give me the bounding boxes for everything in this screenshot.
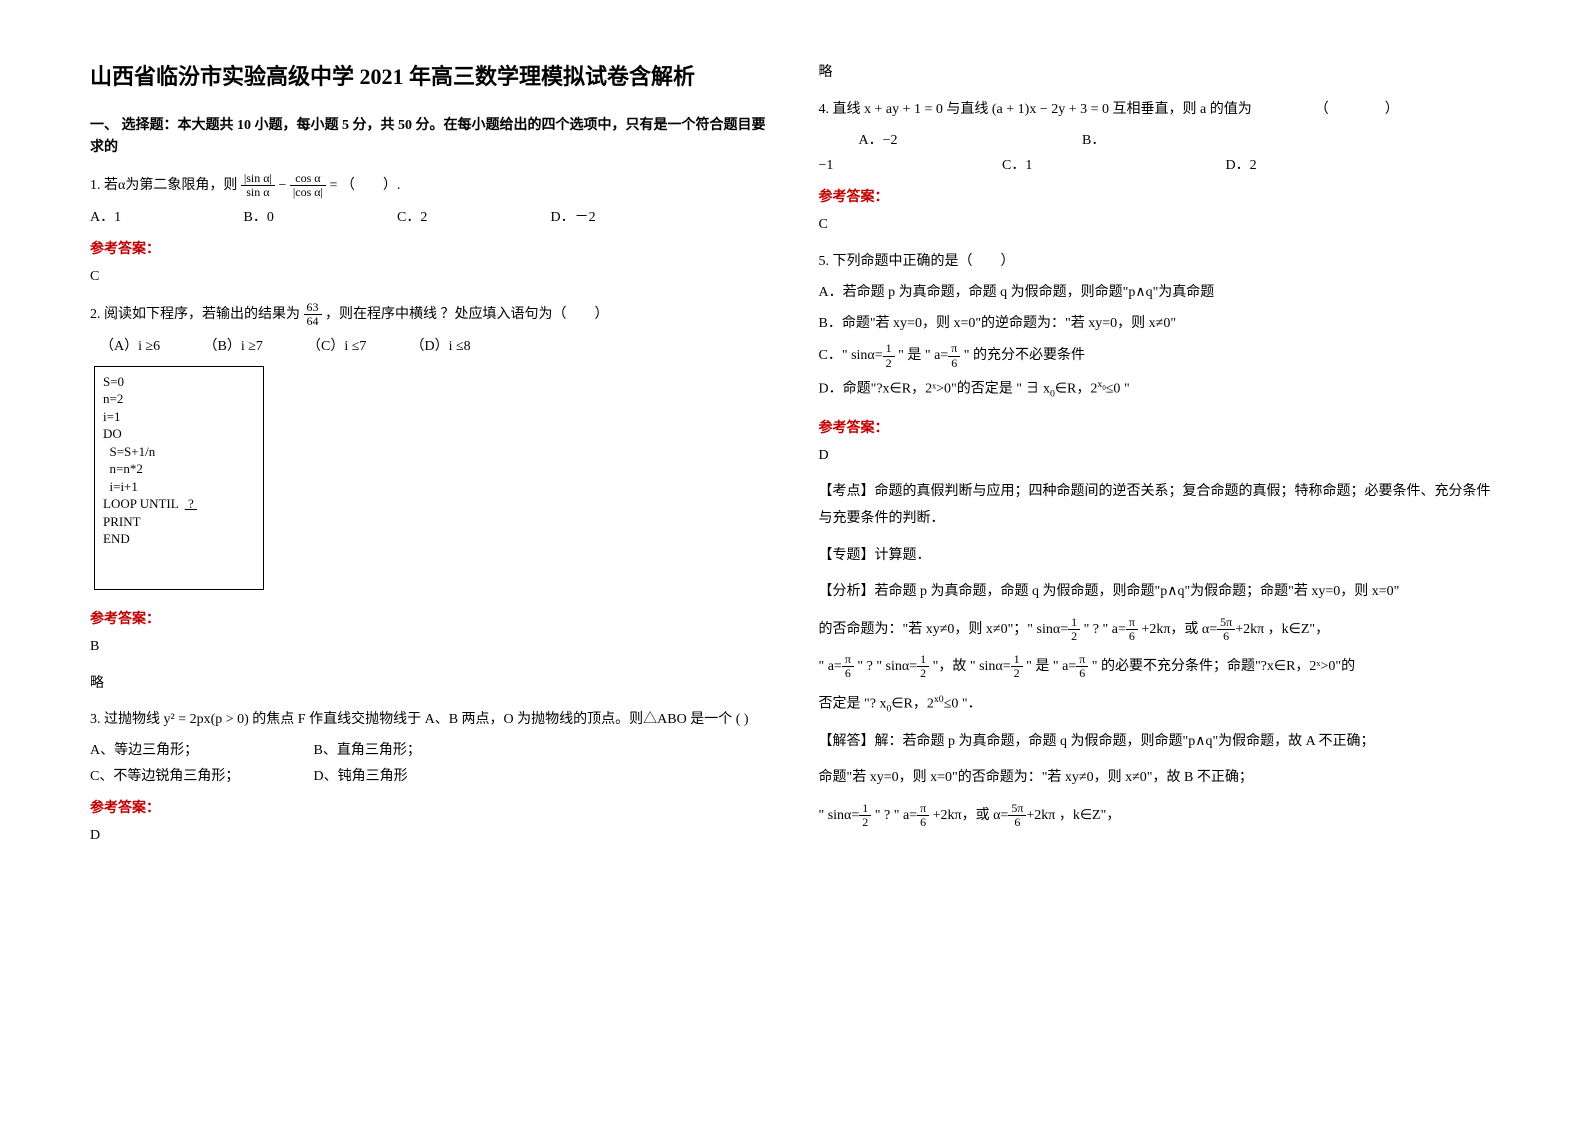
- section-1-heading: 一、 选择题：本大题共 10 小题，每小题 5 分，共 50 分。在每小题给出的…: [90, 115, 769, 160]
- q2-fraction: 6364: [304, 301, 322, 328]
- q5-fenxi-4: 否定是 "? x0∈R，2x0≤0 "．: [819, 691, 1498, 719]
- q4-answer: C: [819, 212, 1498, 239]
- right-column: 略 4. 直线 x + ay + 1 = 0 与直线 (a + 1)x − 2y…: [819, 60, 1498, 1082]
- q1-opt-d: D．－2: [551, 205, 701, 230]
- q4-opt-c: C．1: [1002, 153, 1222, 178]
- q3-opt-a: A、等边三角形；: [90, 738, 310, 763]
- q2-opt-c: （C）i ≤7: [307, 334, 407, 359]
- q1-stem: 1. 若α为第二象限角，则 |sin α|sin α − cos α|cos α…: [90, 172, 769, 199]
- q2-code-box: S=0 n=2 i=1 DO S=S+1/n n=n*2 i=i+1 LOOP …: [94, 366, 264, 591]
- q5-jieda-2: 命题"若 xy=0，则 x=0"的否命题为："若 xy≠0，则 x≠0"，故 B…: [819, 765, 1498, 792]
- q4-options-row2: −1 C．1 D．2: [819, 153, 1498, 178]
- q5-optc-mid: " 是 ": [898, 348, 930, 363]
- q5-opt-a: A．若命题 p 为真命题，命题 q 为假命题，则命题"p∧q"为真命题: [819, 280, 1498, 305]
- q5-optc-suffix: " 的充分不必要条件: [964, 348, 1085, 363]
- q4-options-row1: A．−2 B．: [859, 128, 1498, 153]
- q5-fenxi-1: 【分析】若命题 p 为真命题，命题 q 为假命题，则命题"p∧q"为假命题；命题…: [819, 579, 1498, 606]
- q5-opt-b: B．命题"若 xy=0，则 x=0"的逆命题为："若 xy=0，则 x≠0": [819, 311, 1498, 336]
- q1-stem-prefix: 1. 若α为第二象限角，则: [90, 178, 241, 193]
- q4-opt-b-label: B．: [1082, 128, 1232, 153]
- q1-answer: C: [90, 264, 769, 291]
- q4-opt-d: D．2: [1226, 153, 1376, 178]
- q3-answer: D: [90, 823, 769, 850]
- q5-jieda-1: 【解答】解：若命题 p 为真命题，命题 q 为假命题，则命题"p∧q"为假命题，…: [819, 729, 1498, 756]
- q5-answer: D: [819, 443, 1498, 470]
- q4-stem: 4. 直线 x + ay + 1 = 0 与直线 (a + 1)x − 2y +…: [819, 97, 1498, 122]
- q1-formula-2: cos α|cos α|: [290, 172, 326, 199]
- q5-fenxi-3: " a=π6 " ? " sinα=12 "，故 " sinα=12 " 是 "…: [819, 653, 1498, 681]
- q1-formula: |sin α|sin α: [241, 172, 275, 199]
- q2-stem-suffix: ，则在程序中横线 ？处应填入语句为（ ）: [325, 307, 609, 322]
- q5-optc-prefix: C．": [819, 348, 848, 363]
- q1-stem-suffix: （ ）.: [341, 178, 401, 193]
- q1-opt-a: A．1: [90, 205, 240, 230]
- q2-stem-prefix: 2. 阅读如下程序，若输出的结果为: [90, 307, 304, 322]
- q5-jieda-3: " sinα=12 " ? " a=π6 +2kπ，或 α=5π6+2kπ ，k…: [819, 802, 1498, 830]
- q2-options: （A）i ≥6 （B）i ≥7 （C）i ≤7 （D）i ≤8: [100, 334, 769, 359]
- q2-answer-label: 参考答案：: [90, 608, 769, 628]
- q4-opt-b-value: −1: [819, 153, 999, 178]
- q1-options: A．1 B．0 C．2 D．－2: [90, 205, 769, 230]
- q4-opt-a: A．−2: [859, 128, 1079, 153]
- q3-options-row1: A、等边三角形； B、直角三角形；: [90, 738, 769, 763]
- q2-opt-b: （B）i ≥7: [204, 334, 304, 359]
- q2-answer-2: 略: [90, 671, 769, 698]
- q5-opt-c: C．" sinα=12 " 是 " a=π6 " 的充分不必要条件: [819, 342, 1498, 369]
- q5-stem: 5. 下列命题中正确的是（ ）: [819, 249, 1498, 274]
- left-column: 山西省临汾市实验高级中学 2021 年高三数学理模拟试卷含解析 一、 选择题：本…: [90, 60, 769, 1082]
- q2-opt-a: （A）i ≥6: [100, 334, 200, 359]
- q3-answer-2: 略: [819, 60, 1498, 87]
- q1-opt-c: C．2: [397, 205, 547, 230]
- q2-answer: B: [90, 634, 769, 661]
- paper-title: 山西省临汾市实验高级中学 2021 年高三数学理模拟试卷含解析: [90, 60, 769, 93]
- q5-answer-label: 参考答案：: [819, 417, 1498, 437]
- q3-options-row2: C、不等边锐角三角形； D、钝角三角形: [90, 764, 769, 789]
- q3-opt-b: B、直角三角形；: [314, 738, 464, 763]
- q5-optd-prefix: D．命题"?x∈R，2ˣ>0"的否定是 ": [819, 381, 1022, 396]
- q5-kaodian: 【考点】命题的真假判断与应用；四种命题间的逆否关系；复合命题的真假；特称命题；必…: [819, 479, 1498, 532]
- q1-answer-label: 参考答案：: [90, 238, 769, 258]
- q5-zhuanti: 【专题】计算题．: [819, 543, 1498, 570]
- q3-stem: 3. 过抛物线 y² = 2px(p > 0) 的焦点 F 作直线交抛物线于 A…: [90, 707, 769, 732]
- q2-opt-d: （D）i ≤8: [411, 334, 511, 359]
- q5-fenxi-2: 的否命题为："若 xy≠0，则 x≠0"；" sinα=12 " ? " a=π…: [819, 616, 1498, 644]
- q3-opt-d: D、钝角三角形: [314, 764, 464, 789]
- q3-answer-label: 参考答案：: [90, 797, 769, 817]
- q4-answer-label: 参考答案：: [819, 186, 1498, 206]
- q5-optd-suffix: ": [1124, 381, 1130, 396]
- q1-opt-b: B．0: [244, 205, 394, 230]
- q2-stem: 2. 阅读如下程序，若输出的结果为 6364 ，则在程序中横线 ？处应填入语句为…: [90, 301, 769, 328]
- q5-opt-d: D．命题"?x∈R，2ˣ>0"的否定是 " ∃ x0∈R，2x0≤0 ": [819, 376, 1498, 403]
- q3-opt-c: C、不等边锐角三角形；: [90, 764, 310, 789]
